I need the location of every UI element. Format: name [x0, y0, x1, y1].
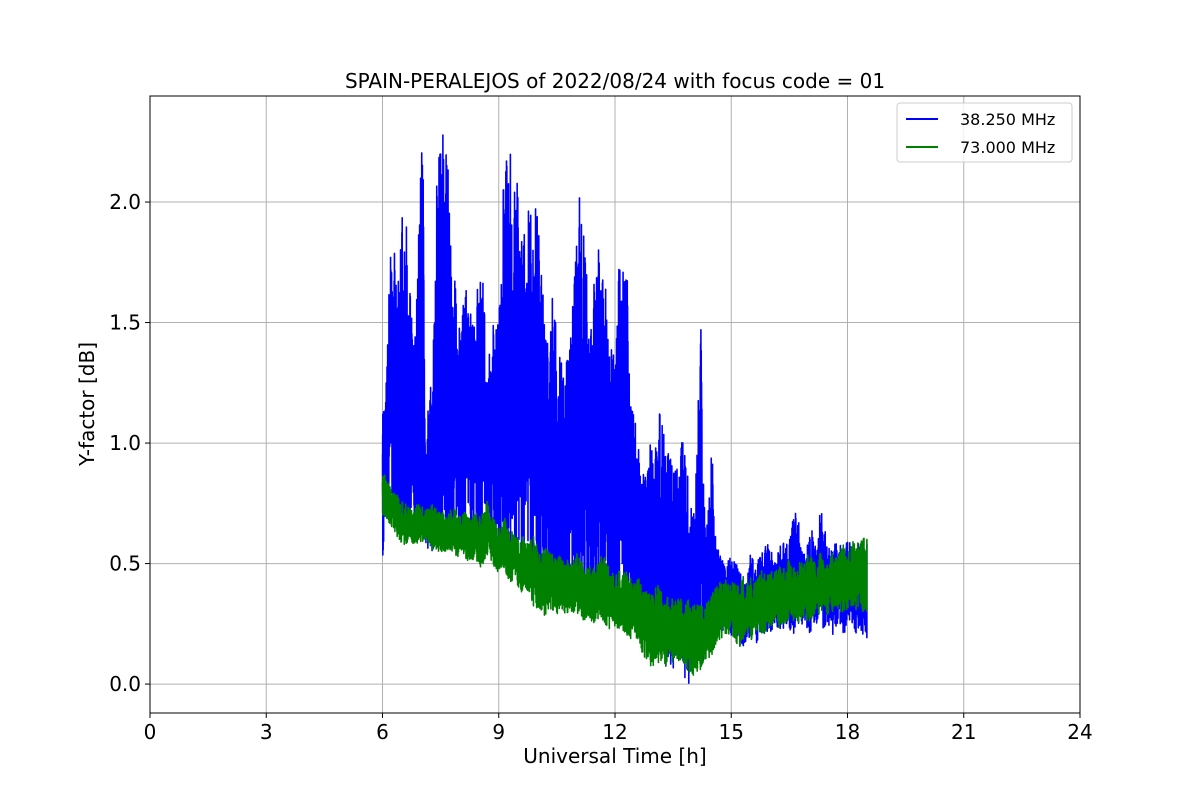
- series-layer: [381, 134, 868, 684]
- series-2: [381, 474, 868, 676]
- y-tick-label: 1.5: [109, 311, 141, 335]
- x-tick-label: 12: [602, 720, 627, 744]
- x-tick-label: 0: [144, 720, 157, 744]
- legend-box: [896, 102, 1073, 163]
- y-axis-label: Y-factor [dB]: [75, 342, 99, 467]
- y-tick-label: 0.5: [109, 552, 141, 576]
- x-tick-label: 6: [376, 720, 389, 744]
- x-tick-label: 3: [260, 720, 273, 744]
- x-tick-label: 24: [1067, 720, 1092, 744]
- y-tick-label: 1.0: [109, 431, 141, 455]
- y-tick-label: 0.0: [109, 672, 141, 696]
- x-tick-label: 15: [719, 720, 744, 744]
- y-tick-label: 2.0: [109, 190, 141, 214]
- x-axis-label: Universal Time [h]: [523, 744, 706, 768]
- x-tick-label: 9: [492, 720, 505, 744]
- legend: 38.250 MHz 73.000 MHz: [896, 102, 1073, 163]
- x-tick-label: 18: [835, 720, 860, 744]
- legend-label-series-2: 73.000 MHz: [960, 138, 1055, 157]
- series-line-2: [381, 474, 868, 676]
- chart-title: SPAIN-PERALEJOS of 2022/08/24 with focus…: [345, 69, 885, 93]
- x-tick-label: 21: [951, 720, 976, 744]
- y-axis-ticks: 0.0 0.5 1.0 1.5 2.0: [109, 190, 150, 696]
- legend-label-series-1: 38.250 MHz: [960, 110, 1055, 129]
- x-axis-ticks: 0 3 6 9 12 15 18 21 24: [144, 713, 1093, 744]
